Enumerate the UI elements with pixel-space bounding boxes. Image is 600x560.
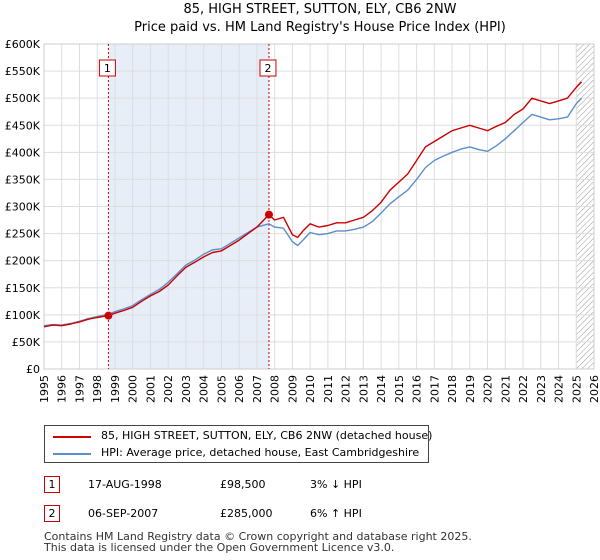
legend-swatch-hpi bbox=[53, 453, 91, 455]
x-tick-label: 2016 bbox=[411, 375, 424, 403]
x-tick-label: 2012 bbox=[340, 375, 353, 403]
x-tick-label: 2009 bbox=[286, 375, 299, 403]
x-tick-label: 2018 bbox=[446, 375, 459, 403]
x-tick-label: 2017 bbox=[428, 375, 441, 403]
y-tick-label: £0 bbox=[26, 363, 40, 376]
x-tick-label: 2000 bbox=[127, 375, 140, 403]
series-line-hpi bbox=[43, 97, 583, 327]
x-tick-label: 2021 bbox=[499, 375, 512, 403]
x-tick-label: 2003 bbox=[180, 375, 193, 403]
sale-label-box bbox=[98, 59, 116, 77]
y-tick-label: £300K bbox=[5, 201, 41, 214]
y-tick-label: £50K bbox=[12, 336, 41, 349]
sale-price: £285,000 bbox=[220, 507, 273, 520]
x-tick-label: 2002 bbox=[162, 375, 175, 403]
x-tick-label: 2019 bbox=[464, 375, 477, 403]
chart-title: 85, HIGH STREET, SUTTON, ELY, CB6 2NW bbox=[183, 2, 456, 17]
sale-hpi-diff: 6% ↑ HPI bbox=[310, 507, 362, 520]
price-chart: 85, HIGH STREET, SUTTON, ELY, CB6 2NW Pr… bbox=[5, 2, 600, 403]
sale-date: 17-AUG-1998 bbox=[88, 478, 162, 491]
plot-area: £0 £50K £100K £150K £200K £250K £300K £350K £400… bbox=[5, 38, 600, 403]
plot-frame bbox=[43, 43, 595, 370]
sale-label-number: 2 bbox=[264, 62, 271, 75]
x-tick-label: 2022 bbox=[517, 375, 530, 403]
y-tick-label: £500K bbox=[5, 92, 41, 105]
sale-point bbox=[104, 311, 113, 320]
series-line-property bbox=[43, 81, 583, 328]
x-tick-label: 2026 bbox=[588, 375, 600, 403]
x-tick-label: 2011 bbox=[322, 375, 335, 403]
footer: Contains HM Land Registry data © Crown c… bbox=[44, 531, 472, 553]
x-tick-label: 2006 bbox=[233, 375, 246, 403]
sale-price: £98,500 bbox=[220, 478, 266, 491]
x-tick-label: 1995 bbox=[38, 375, 51, 403]
y-tick-label: £100K bbox=[5, 309, 41, 322]
y-tick-label: £400K bbox=[5, 146, 41, 159]
footer-line-2: This data is licensed under the Open Gov… bbox=[44, 541, 395, 554]
legend-swatch-property bbox=[53, 436, 91, 438]
x-tick-label: 1998 bbox=[91, 375, 104, 403]
sale-badge: 2 bbox=[44, 505, 60, 522]
sale-badge: 1 bbox=[44, 476, 60, 493]
sale-hpi-diff: 3% ↓ HPI bbox=[310, 478, 362, 491]
legend: 85, HIGH STREET, SUTTON, ELY, CB6 2NW (d… bbox=[44, 425, 433, 463]
x-tick-label: 2004 bbox=[198, 375, 211, 403]
x-tick-label: 2023 bbox=[535, 375, 548, 403]
y-tick-label: £250K bbox=[5, 228, 41, 241]
x-tick-label: 1997 bbox=[73, 375, 86, 403]
x-tick-label: 2013 bbox=[357, 375, 370, 403]
x-tick-label: 2005 bbox=[215, 375, 228, 403]
x-tick-label: 1996 bbox=[56, 375, 69, 403]
legend-label-property: 85, HIGH STREET, SUTTON, ELY, CB6 2NW (d… bbox=[101, 429, 433, 442]
x-tick-label: 2024 bbox=[553, 375, 566, 403]
footer-line-1: Contains HM Land Registry data © Crown c… bbox=[44, 530, 472, 543]
sale-label-number: 1 bbox=[104, 62, 111, 75]
sale-label-box bbox=[259, 59, 277, 77]
x-tick-label: 2015 bbox=[393, 375, 406, 403]
y-tick-label: £600K bbox=[5, 38, 41, 51]
sale-point bbox=[264, 210, 273, 219]
y-tick-label: £200K bbox=[5, 255, 41, 268]
x-tick-label: 2025 bbox=[570, 375, 583, 403]
sale-date: 06-SEP-2007 bbox=[88, 507, 159, 520]
x-tick-label: 2014 bbox=[375, 375, 388, 403]
x-tick-label: 2010 bbox=[304, 375, 317, 403]
x-tick-label: 1999 bbox=[109, 375, 122, 403]
y-tick-label: £550K bbox=[5, 65, 41, 78]
x-tick-label: 2008 bbox=[269, 375, 282, 403]
y-tick-label: £350K bbox=[5, 173, 41, 186]
x-tick-label: 2007 bbox=[251, 375, 264, 403]
y-tick-label: £150K bbox=[5, 282, 41, 295]
legend-label-hpi: HPI: Average price, detached house, East… bbox=[101, 446, 420, 459]
x-tick-label: 2020 bbox=[482, 375, 495, 403]
y-tick-label: £450K bbox=[5, 119, 41, 132]
x-tick-label: 2001 bbox=[144, 375, 157, 403]
chart-subtitle: Price paid vs. HM Land Registry's House … bbox=[134, 20, 506, 35]
